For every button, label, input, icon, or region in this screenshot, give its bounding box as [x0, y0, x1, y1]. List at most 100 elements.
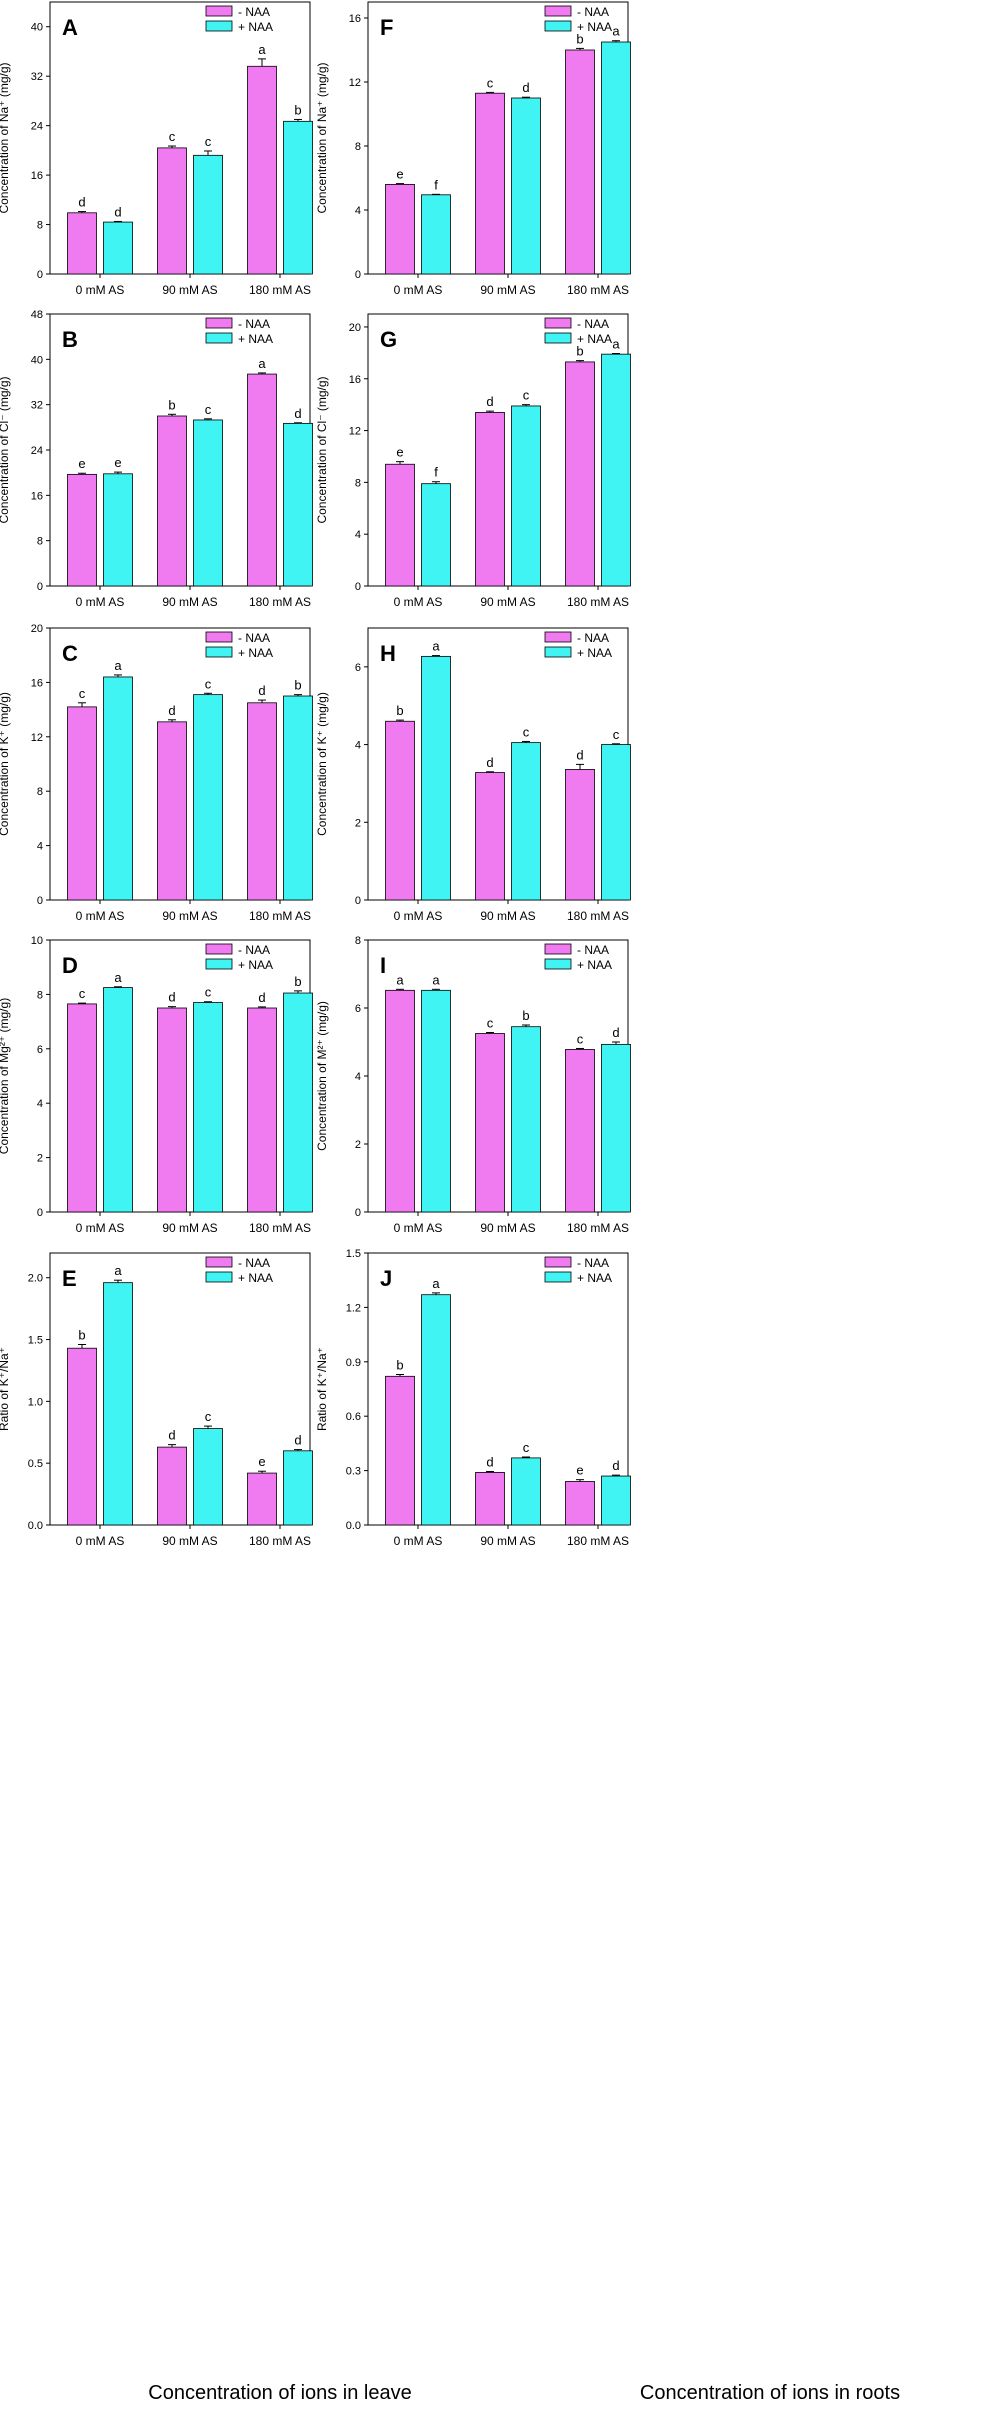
bar: [247, 1472, 277, 1526]
x-tick-label: 0 mM AS: [394, 1534, 443, 1548]
y-tick-label: 0.5: [28, 1458, 43, 1470]
y-tick-label: 12: [349, 426, 361, 438]
y-tick-label: 0: [37, 581, 43, 593]
bar: [193, 419, 223, 587]
bar: [283, 695, 313, 901]
legend-swatch: [205, 1271, 233, 1283]
y-tick-label: 20: [31, 623, 43, 635]
x-group-label-leaves: Concentration of ions in leave: [148, 2382, 412, 2404]
panel-label: B: [62, 327, 78, 352]
legend-swatch: [544, 631, 572, 643]
bar: [511, 1026, 541, 1213]
y-tick-label: 8: [355, 477, 361, 489]
y-tick-label: 6: [37, 1044, 43, 1056]
bar: [385, 463, 415, 587]
bar: [247, 65, 277, 275]
significance-letter: a: [396, 972, 404, 987]
y-tick-label: 0.0: [28, 1520, 43, 1532]
y-tick-label: 32: [31, 71, 43, 83]
y-axis-label: Ratio of K⁺/Na⁺: [0, 1347, 11, 1431]
y-tick-label: 0.9: [346, 1357, 361, 1369]
panel-j: 0.0 0.3 0.6 0.9 1.2 1.5 Ratio of K⁺/Na⁺ J - NAA+…: [315, 1248, 631, 1548]
bar: [283, 422, 313, 587]
significance-letter: b: [294, 678, 301, 693]
x-tick-label: 180 mM AS: [249, 909, 311, 923]
bar: [511, 1457, 541, 1526]
x-tick-label: 180 mM AS: [567, 1534, 629, 1548]
y-tick-label: 16: [31, 677, 43, 689]
y-tick-label: 4: [355, 1071, 361, 1083]
y-tick-label: 0.6: [346, 1411, 361, 1423]
legend-swatch: [205, 20, 233, 32]
significance-letter: b: [396, 703, 403, 718]
bar: [601, 744, 631, 901]
legend-swatch: [205, 943, 233, 955]
x-tick-label: 0 mM AS: [76, 1221, 125, 1235]
x-tick-label: 180 mM AS: [567, 909, 629, 923]
y-tick-label: 0.0: [346, 1520, 361, 1532]
x-tick-label: 180 mM AS: [249, 595, 311, 609]
y-tick-label: 0.3: [346, 1466, 361, 1478]
bar: [475, 412, 505, 587]
significance-letter: d: [168, 703, 175, 718]
bar: [511, 742, 541, 901]
y-tick-label: 4: [37, 841, 43, 853]
panel-label: D: [62, 953, 78, 978]
legend-swatch: [544, 1256, 572, 1268]
legend-label: + NAA: [238, 20, 273, 34]
y-tick-label: 8: [37, 786, 43, 798]
bar: [475, 92, 505, 275]
legend-label: - NAA: [238, 631, 270, 645]
legend-label: - NAA: [577, 631, 609, 645]
y-tick-label: 1.5: [346, 1248, 361, 1260]
y-tick-label: 16: [31, 170, 43, 182]
x-tick-label: 90 mM AS: [480, 1221, 535, 1235]
bar: [157, 721, 187, 901]
legend-label: - NAA: [238, 317, 270, 331]
y-tick-label: 0: [355, 1207, 361, 1219]
y-tick-label: 24: [31, 121, 43, 133]
bar: [193, 1428, 223, 1526]
significance-letter: c: [205, 1409, 212, 1424]
bar: [601, 1043, 631, 1213]
significance-letter: d: [486, 1455, 493, 1470]
y-tick-label: 2: [355, 817, 361, 829]
significance-letter: d: [168, 990, 175, 1005]
bar: [67, 212, 97, 275]
x-tick-label: 180 mM AS: [249, 1534, 311, 1548]
bar: [67, 1003, 97, 1213]
legend-swatch: [544, 332, 572, 344]
x-tick-label: 180 mM AS: [249, 1221, 311, 1235]
panel-label: A: [62, 15, 78, 40]
bar: [67, 473, 97, 587]
panel-a: 0 8 16 24 32 40 Concentration of Na⁺ (mg/g) A - …: [0, 1, 313, 297]
panel-e: 0.0 0.5 1.0 1.5 2.0 Ratio of K⁺/Na⁺ E - NAA+ NA…: [0, 1252, 313, 1548]
y-tick-label: 4: [355, 740, 361, 752]
bar: [247, 702, 277, 901]
significance-letter: c: [523, 1440, 530, 1455]
bar: [475, 1472, 505, 1526]
y-axis-label: Concentration of K⁺ (mg/g): [0, 692, 11, 836]
y-tick-label: 40: [31, 354, 43, 366]
legend-swatch: [544, 20, 572, 32]
y-tick-label: 1.0: [28, 1396, 43, 1408]
significance-letter: e: [258, 1454, 265, 1469]
bar: [385, 183, 415, 275]
y-tick-label: 16: [349, 374, 361, 386]
significance-letter: b: [576, 31, 583, 46]
legend-label: + NAA: [577, 20, 612, 34]
significance-letter: c: [205, 134, 212, 149]
bar: [283, 120, 313, 275]
bar: [103, 676, 133, 901]
significance-letter: a: [114, 658, 122, 673]
bar: [421, 655, 451, 901]
panel-label: G: [380, 327, 397, 352]
panel-label: J: [380, 1266, 392, 1291]
panel-c: 0 4 8 12 16 20 Concentration of K⁺ (mg/g) C - NA…: [0, 623, 313, 923]
legend-label: + NAA: [577, 958, 612, 972]
y-tick-label: 32: [31, 400, 43, 412]
legend-label: - NAA: [577, 1256, 609, 1270]
bar: [565, 1481, 595, 1526]
y-tick-label: 8: [355, 141, 361, 153]
legend-swatch: [205, 646, 233, 658]
